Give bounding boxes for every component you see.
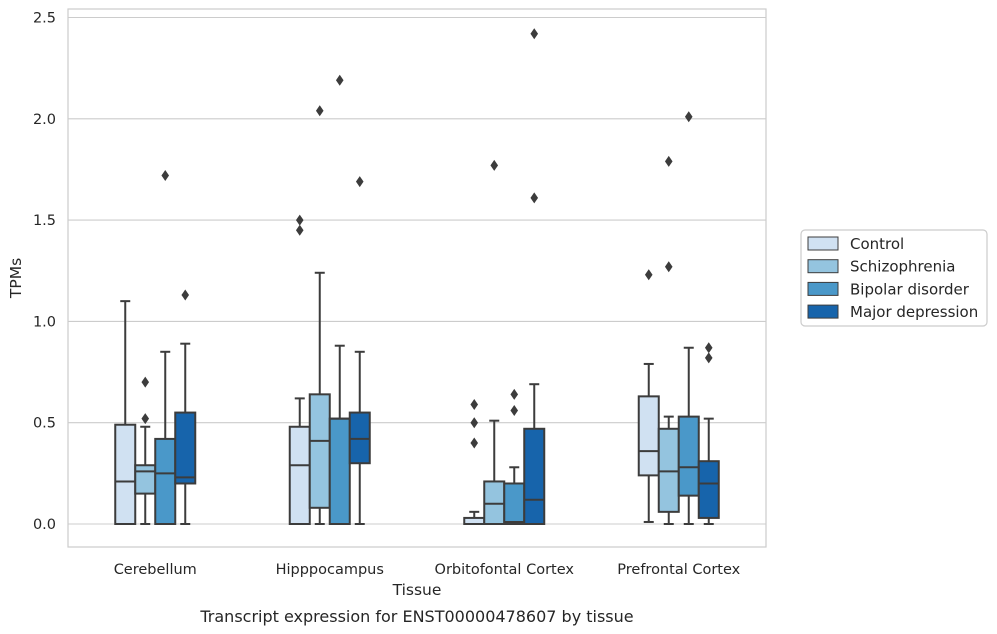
legend-label: Schizophrenia (850, 258, 955, 276)
outlier-point (704, 352, 713, 364)
box-bipolar-disorder (154, 170, 177, 525)
box-control (463, 398, 486, 525)
x-tick-label: Hipppocampus (276, 562, 384, 578)
legend-swatch (807, 236, 839, 251)
x-tick-label: Orbitofontal Cortex (435, 562, 575, 578)
legend: Control Schizophrenia Bipolar disorder Majo… (800, 229, 988, 327)
outlier-point (510, 405, 519, 417)
box (697, 460, 720, 519)
outlier-point (470, 437, 479, 449)
outlier-point (664, 155, 673, 167)
outlier-point (295, 214, 304, 226)
legend-label: Bipolar disorder (850, 280, 970, 298)
box-control (637, 269, 660, 523)
legend-item: Bipolar disorder (807, 280, 970, 298)
box-control (114, 300, 137, 526)
box-major-depression (174, 289, 197, 525)
box (174, 411, 197, 485)
box-schizophrenia (134, 376, 157, 525)
box-bipolar-disorder (328, 74, 351, 526)
y-tick-label: 1.0 (33, 314, 56, 330)
box-schizophrenia (308, 105, 331, 525)
box (483, 480, 506, 526)
outlier-point (684, 111, 693, 123)
box (134, 464, 157, 495)
legend-item: Schizophrenia (807, 258, 955, 276)
legend-frame (800, 229, 988, 327)
box-major-depression (523, 28, 546, 526)
y-tick-label: 2.0 (33, 112, 56, 128)
box (308, 393, 331, 509)
box (288, 425, 311, 526)
outlier-point (141, 413, 150, 425)
y-axis-ticks: 0.0 0.5 1.0 1.5 2.0 2.5 (33, 11, 56, 534)
outlier-point (141, 376, 150, 388)
box (503, 482, 526, 526)
box (328, 417, 351, 526)
outlier-point (470, 398, 479, 410)
y-tick-label: 0.0 (33, 517, 56, 533)
outlier-point (644, 269, 653, 281)
outlier-point (664, 261, 673, 273)
outlier-point (315, 105, 324, 117)
x-tick-label: Prefrontal Cortex (617, 562, 740, 578)
legend-item: Major depression (807, 303, 978, 321)
box (114, 423, 137, 526)
box (154, 437, 177, 525)
legend-swatch (807, 259, 839, 274)
box-major-depression (697, 342, 720, 525)
outlier-point (355, 176, 364, 188)
box (657, 427, 680, 513)
y-tick-label: 1.5 (33, 213, 56, 229)
box (348, 411, 371, 465)
y-axis-title: TPMs (7, 258, 25, 299)
legend-swatch (807, 281, 839, 296)
y-tick-label: 2.5 (33, 11, 56, 27)
outlier-point (704, 342, 713, 354)
outlier-point (181, 289, 190, 301)
outlier-point (530, 28, 539, 40)
box (677, 415, 700, 497)
outlier-point (490, 159, 499, 171)
boxes (114, 28, 720, 526)
outlier-point (161, 170, 170, 182)
box (637, 395, 660, 477)
x-axis-title: Tissue (392, 581, 442, 599)
outlier-point (530, 192, 539, 204)
legend-label: Control (850, 235, 904, 253)
legend-item: Control (807, 235, 904, 253)
x-axis-ticks: Cerebellum Hipppocampus Orbitofontal Corte… (114, 562, 741, 578)
chart-caption: Transcript expression for ENST0000047860… (199, 607, 633, 626)
box-major-depression (348, 176, 371, 525)
box-bipolar-disorder (677, 111, 700, 525)
box (523, 427, 546, 526)
outlier-point (510, 388, 519, 400)
y-tick-label: 0.5 (33, 416, 56, 432)
x-tick-label: Cerebellum (114, 562, 197, 578)
outlier-point (470, 417, 479, 429)
outlier-point (295, 224, 304, 236)
legend-swatch (807, 304, 839, 319)
box-schizophrenia (483, 159, 506, 526)
box-bipolar-disorder (503, 388, 526, 526)
outlier-point (335, 74, 344, 86)
legend-label: Major depression (850, 303, 978, 321)
